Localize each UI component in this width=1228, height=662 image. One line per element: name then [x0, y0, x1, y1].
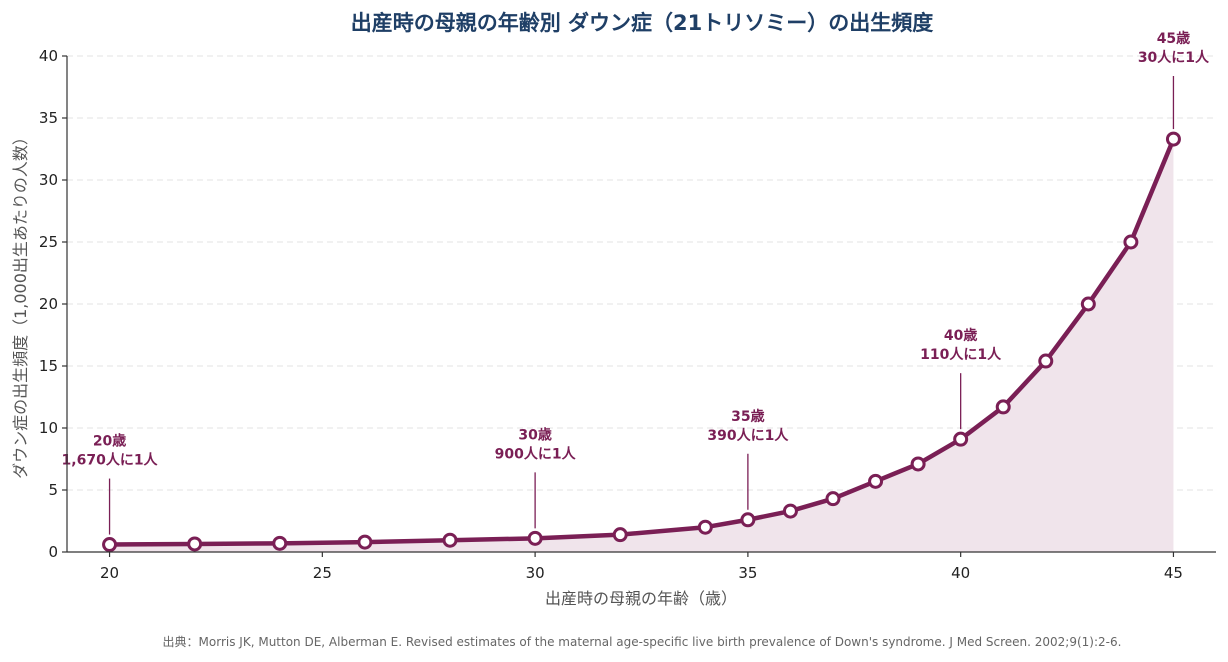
x-axis-label: 出産時の母親の年齢（歳） [545, 589, 737, 608]
data-point [995, 399, 1011, 415]
y-tick-label: 10 [39, 419, 58, 437]
annotation-rate: 30人に1人 [1138, 49, 1210, 66]
data-point [953, 431, 969, 447]
data-point [187, 536, 203, 552]
data-point [442, 532, 458, 548]
y-tick-label: 25 [39, 233, 58, 251]
y-tick-label: 40 [39, 47, 58, 65]
chart-title: 出産時の母親の年齢別 ダウン症（21トリソミー）の出生頻度 [351, 11, 934, 35]
data-point [868, 473, 884, 489]
annotation-rate: 390人に1人 [707, 427, 789, 444]
data-point [782, 503, 798, 519]
data-point [102, 537, 118, 553]
x-tick-label: 20 [100, 564, 119, 582]
series-area [109, 139, 1174, 552]
x-tick-label: 25 [313, 564, 332, 582]
data-point [1123, 234, 1139, 250]
x-tick-label: 35 [738, 564, 757, 582]
source-note: 出典：Morris JK, Mutton DE, Alberman E. Rev… [163, 635, 1122, 649]
data-point [1080, 296, 1096, 312]
annotation-lines [108, 76, 1175, 535]
annotation-age: 35歳 [731, 408, 764, 425]
y-tick-label: 15 [39, 357, 58, 375]
y-tick-label: 5 [48, 481, 58, 499]
y-tick-label: 0 [48, 543, 58, 561]
data-point [825, 491, 841, 507]
y-tick-label: 20 [39, 295, 58, 313]
data-point [740, 512, 756, 528]
axes: 0 5 10 15 20 25 30 35 40 20 25 30 35 40 45 [39, 47, 1216, 582]
y-tick-label: 30 [39, 171, 58, 189]
x-tick-label: 40 [951, 564, 970, 582]
y-tick-label: 35 [39, 109, 58, 127]
x-tick-label: 30 [526, 564, 545, 582]
x-tick-label: 45 [1164, 564, 1183, 582]
annotation-age: 30歳 [518, 426, 551, 443]
data-points [102, 131, 1181, 553]
data-point [272, 535, 288, 551]
annotation-rate: 1,670人に1人 [62, 452, 159, 469]
annotation-age: 20歳 [93, 433, 126, 450]
area-fill [109, 139, 1174, 552]
data-point [1038, 353, 1054, 369]
annotation-age: 45歳 [1157, 30, 1190, 47]
data-point [1165, 131, 1181, 147]
data-point [697, 519, 713, 535]
grid [67, 55, 1216, 491]
data-point [910, 456, 926, 472]
annotation-age: 40歳 [944, 327, 977, 344]
data-point [357, 534, 373, 550]
data-point [527, 530, 543, 546]
y-axis-label: ダウン症の出生頻度（1,000出生あたりの人数） [11, 129, 30, 479]
annotation-rate: 110人に1人 [920, 346, 1002, 363]
annotation-labels: 20歳 1,670人に1人 30歳 900人に1人 35歳 390人に1人 40歳 110人に… [62, 30, 1211, 469]
data-point [612, 527, 628, 543]
annotation-rate: 900人に1人 [495, 445, 577, 462]
